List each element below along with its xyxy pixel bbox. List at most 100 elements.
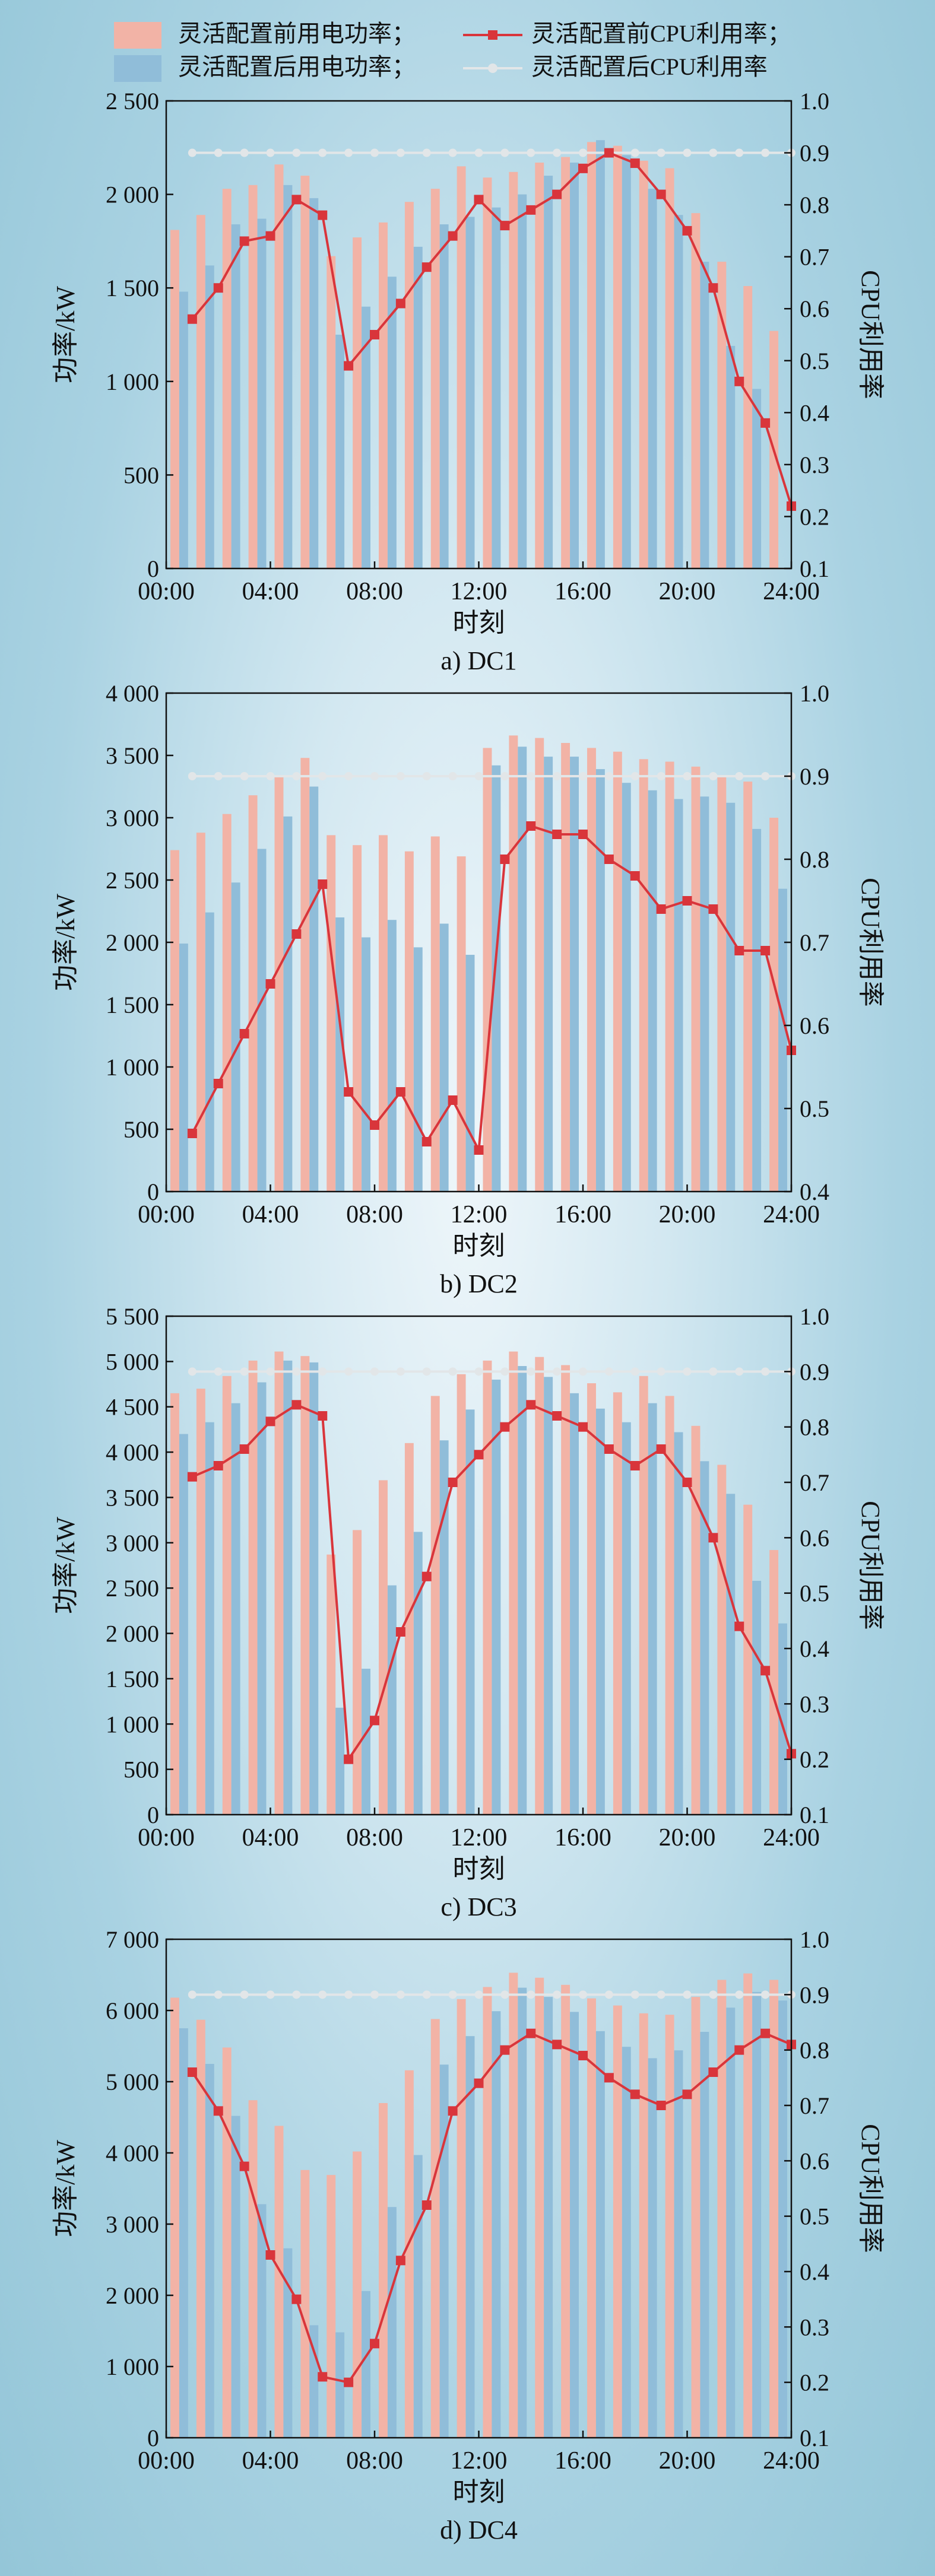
bar-before-power <box>327 1554 336 1815</box>
point-before-cpu <box>526 821 536 831</box>
point-after-cpu <box>709 772 718 780</box>
point-after-cpu <box>188 148 196 157</box>
bar-before-power <box>222 814 232 1192</box>
y2-axis-title: CPU利用率 <box>856 1501 885 1630</box>
bar-after-power <box>362 2291 370 2438</box>
bar-after-power <box>283 2248 293 2438</box>
point-before-cpu <box>187 1129 197 1138</box>
x-tick-label: 24:00 <box>763 1201 820 1228</box>
bar-before-power <box>535 1977 544 2438</box>
point-after-cpu <box>344 1367 353 1376</box>
x-axis-title: 时刻 <box>453 2477 505 2507</box>
y2-tick-label: 1.0 <box>800 1926 829 1953</box>
bar-after-power <box>700 1461 709 1815</box>
bar-after-power <box>518 194 527 569</box>
bar-before-power <box>457 1374 466 1815</box>
point-after-cpu <box>579 772 587 780</box>
bar-before-power <box>587 748 596 1192</box>
y2-tick-label: 0.7 <box>800 2092 829 2119</box>
point-before-cpu <box>370 330 379 339</box>
point-after-cpu <box>318 148 327 157</box>
bar-before-power <box>717 1465 727 1815</box>
point-after-cpu <box>214 772 223 780</box>
y-tick-label: 1 000 <box>106 369 159 395</box>
point-after-cpu <box>630 148 639 157</box>
point-before-cpu <box>734 946 744 955</box>
bar-after-power <box>778 888 787 1192</box>
point-before-cpu <box>708 2067 718 2077</box>
y2-tick-label: 0.1 <box>800 1802 829 1828</box>
bar-after-power <box>387 1585 397 1815</box>
x-tick-label: 08:00 <box>346 1824 403 1851</box>
point-before-cpu <box>708 283 718 293</box>
point-after-cpu <box>474 148 483 157</box>
bar-before-power <box>170 850 179 1192</box>
point-before-cpu <box>682 2089 692 2099</box>
point-after-cpu <box>630 1367 639 1376</box>
x-tick-label: 08:00 <box>346 1201 403 1228</box>
x-tick-label: 16:00 <box>554 1824 611 1851</box>
bar-before-power <box>743 1973 753 2438</box>
point-before-cpu <box>500 221 510 231</box>
bar-after-power <box>622 2047 631 2438</box>
point-before-cpu <box>318 2372 328 2382</box>
x-tick-label: 24:00 <box>763 2447 820 2475</box>
bar-before-power <box>483 177 492 568</box>
point-before-cpu <box>291 2294 302 2304</box>
x-tick-label: 12:00 <box>451 578 508 605</box>
point-after-cpu <box>657 1990 665 1999</box>
point-before-cpu <box>578 1422 588 1432</box>
x-tick-label: 16:00 <box>554 1201 611 1228</box>
y2-tick-label: 0.5 <box>800 1095 829 1122</box>
y-tick-label: 1 000 <box>106 1054 159 1081</box>
bar-after-power <box>362 1669 370 1815</box>
x-tick-label: 04:00 <box>242 578 299 605</box>
point-after-cpu <box>422 148 431 157</box>
point-after-cpu <box>709 1367 718 1376</box>
bar-before-power <box>222 189 232 568</box>
legend-marker-after-cpu <box>488 63 497 73</box>
point-before-cpu <box>370 1716 379 1726</box>
point-before-cpu <box>291 929 302 939</box>
bar-after-power <box>257 1382 267 1815</box>
y2-tick-label: 0.4 <box>800 399 829 426</box>
point-before-cpu <box>239 1029 249 1038</box>
bar-before-power <box>509 1973 518 2438</box>
y-tick-label: 3 500 <box>106 1484 159 1511</box>
point-after-cpu <box>474 772 483 780</box>
y-tick-label: 2 000 <box>106 1621 159 1647</box>
bar-before-power <box>404 2070 414 2438</box>
point-before-cpu <box>708 1533 718 1543</box>
bar-after-power <box>544 757 553 1192</box>
chart-caption: d) DC4 <box>440 2515 518 2545</box>
point-after-cpu <box>761 148 770 157</box>
point-after-cpu <box>683 1990 692 1999</box>
x-axis-title: 时刻 <box>453 1231 505 1260</box>
y2-tick-label: 0.6 <box>800 2148 829 2174</box>
bar-after-power <box>778 2000 787 2438</box>
bar-before-power <box>665 168 674 568</box>
y2-tick-label: 0.7 <box>800 1469 829 1496</box>
x-tick-label: 16:00 <box>554 578 611 605</box>
point-before-cpu <box>500 1422 510 1432</box>
bar-before-power <box>613 1392 622 1815</box>
bar-before-power <box>743 1504 753 1815</box>
y2-tick-label: 0.7 <box>800 244 829 271</box>
y-tick-label: 2 000 <box>106 929 159 956</box>
bar-after-power <box>595 1408 605 1815</box>
bar-after-power <box>439 2064 449 2438</box>
point-before-cpu <box>370 1120 379 1130</box>
y-tick-label: 0 <box>147 555 159 582</box>
bar-before-power <box>274 1351 284 1815</box>
bar-after-power <box>674 2050 683 2438</box>
point-after-cpu <box>448 148 457 157</box>
bar-after-power <box>595 140 605 568</box>
bar-after-power <box>283 1360 293 1815</box>
y2-tick-label: 0.1 <box>800 555 829 582</box>
y2-tick-label: 0.4 <box>800 1179 829 1205</box>
point-after-cpu <box>266 1990 275 1999</box>
point-before-cpu <box>630 2089 640 2099</box>
bar-after-power <box>465 955 475 1192</box>
bar-before-power <box>353 1530 362 1815</box>
bar-before-power <box>248 2100 258 2438</box>
